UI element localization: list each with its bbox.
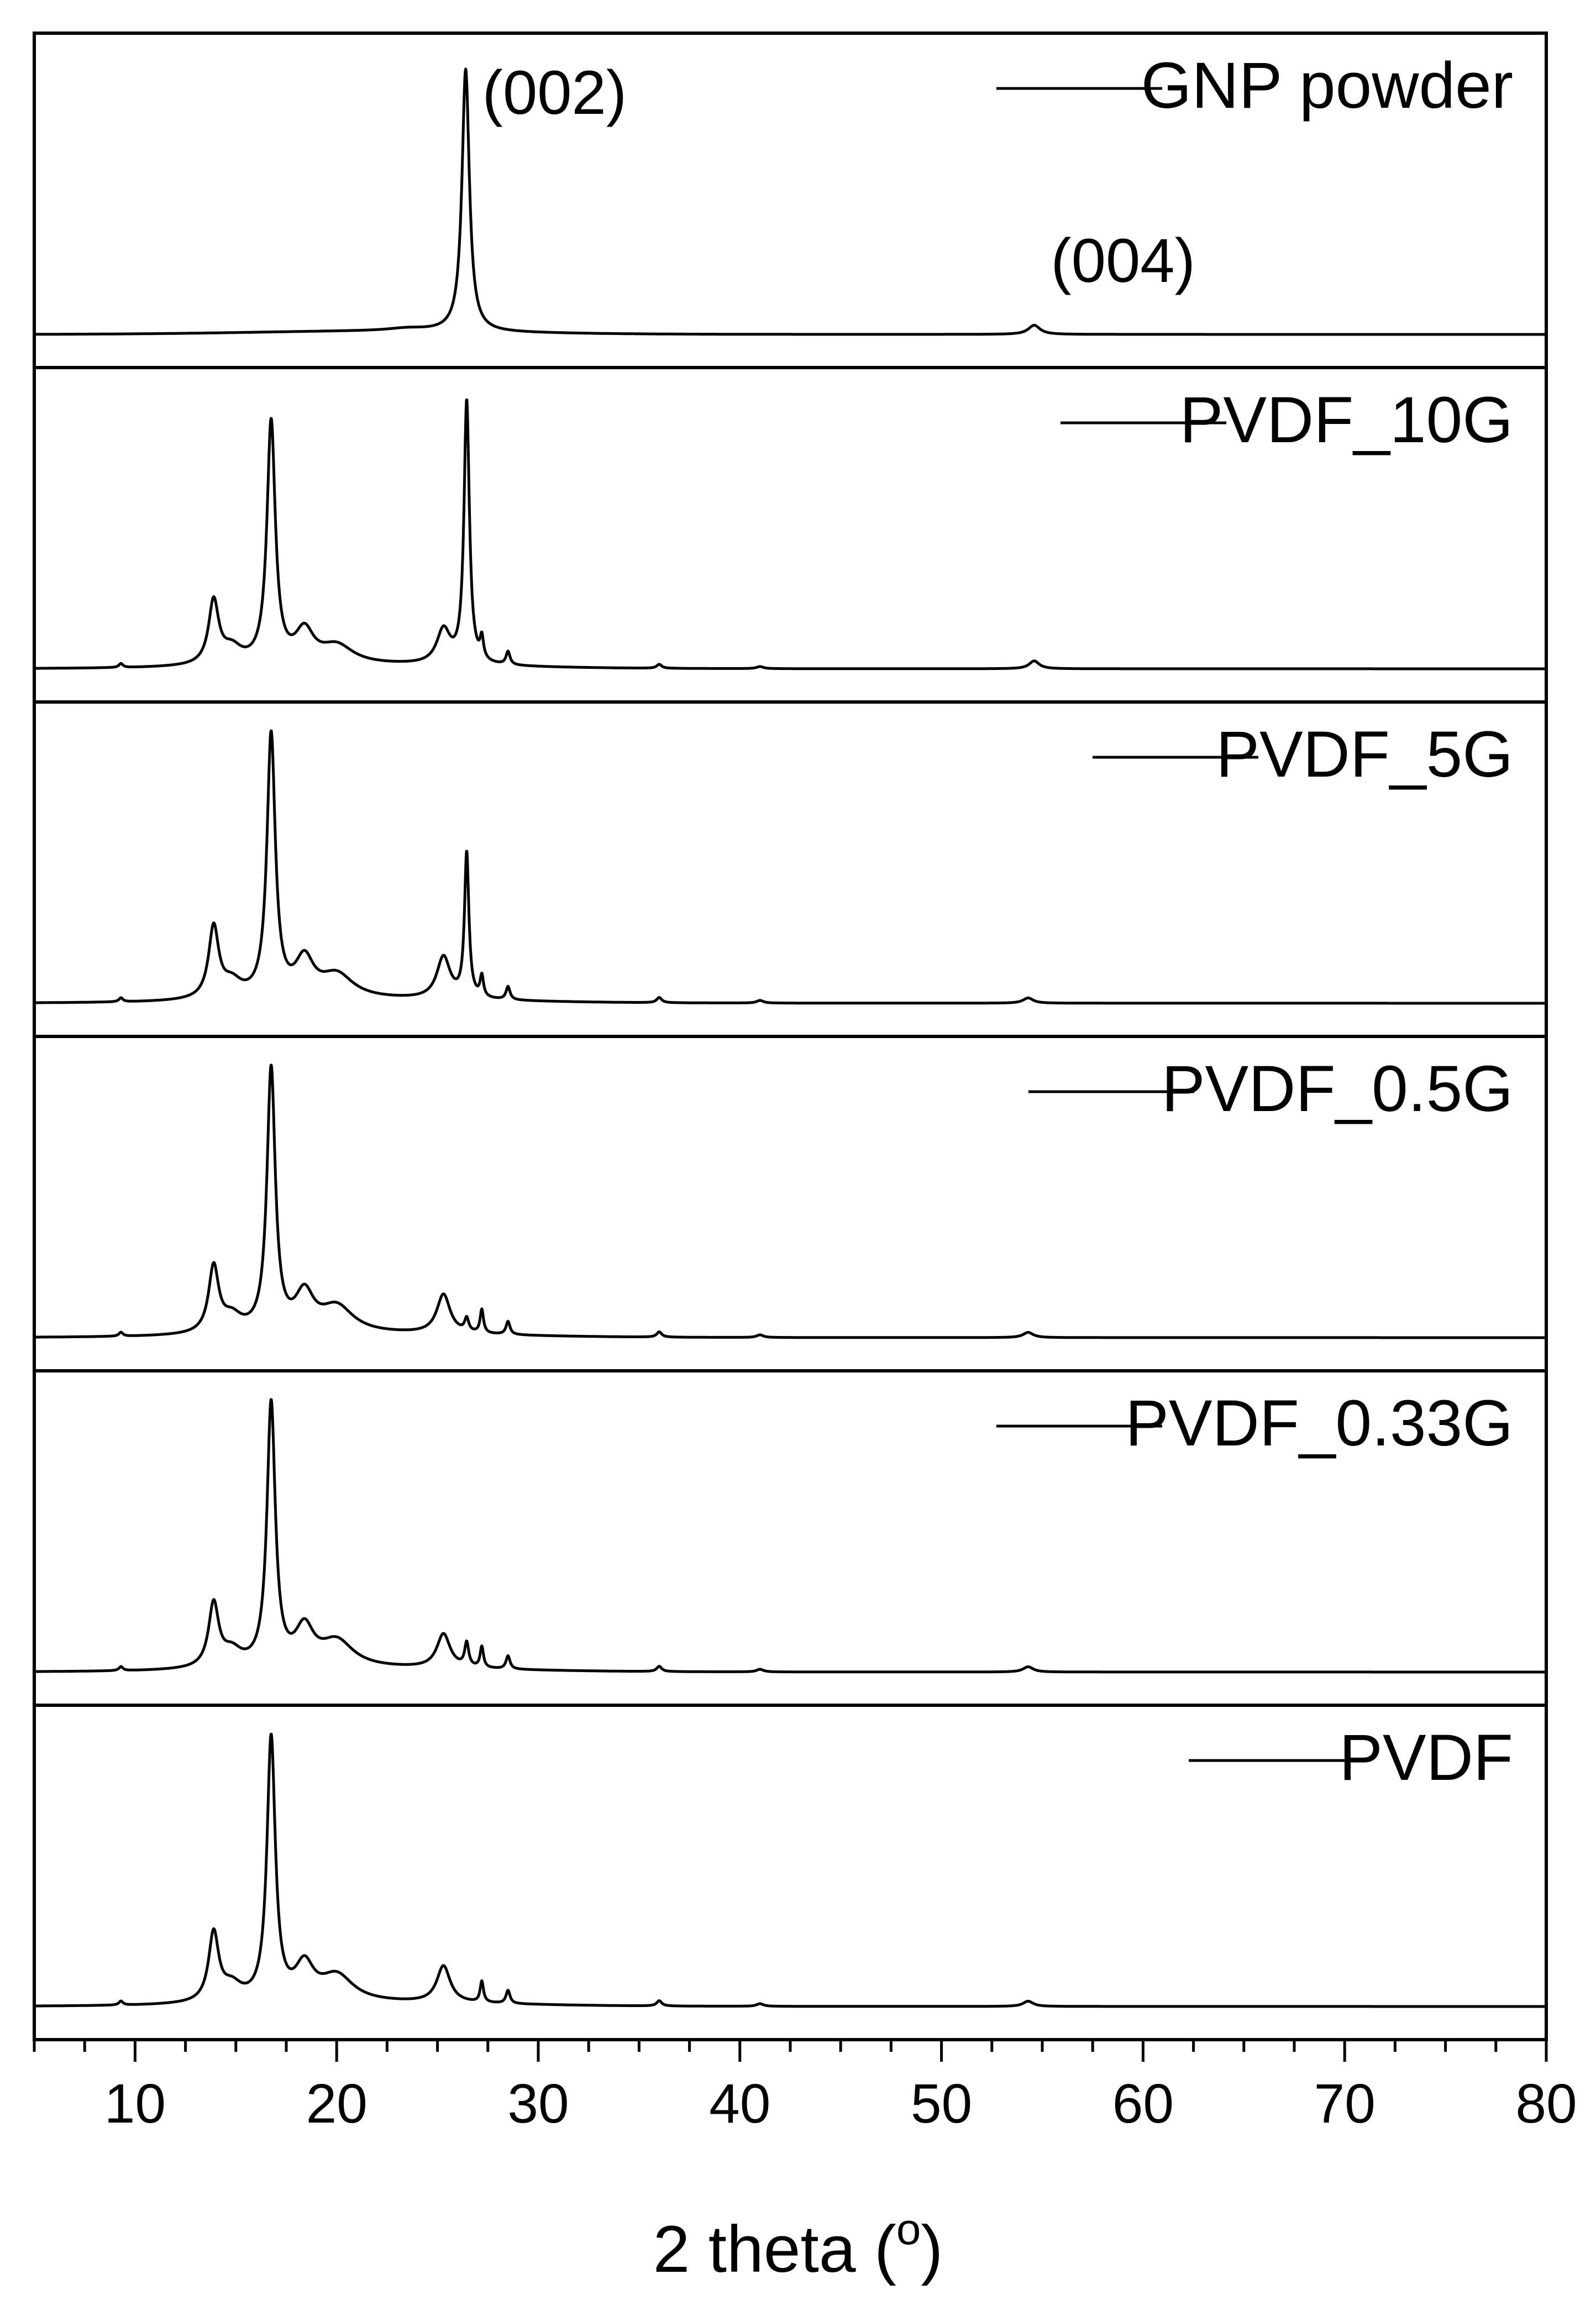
series-line-gnp-powder xyxy=(33,67,1548,336)
panel-pvdf-5g: PVDF_5G xyxy=(33,718,1548,1005)
annotation-002: (002) xyxy=(482,58,627,127)
series-line-pvdf-0-5g xyxy=(33,1063,1548,1339)
series-line-pvdf xyxy=(33,1732,1548,2008)
panel-pvdf-0-5g: PVDF_0.5G xyxy=(33,1052,1548,1339)
x-axis-label-main: 2 theta ( xyxy=(653,2212,896,2286)
legend-label-pvdf-5g: PVDF_5G xyxy=(1216,718,1513,791)
legend-label-pvdf: PVDF xyxy=(1339,1721,1513,1794)
x-tick-label: 60 xyxy=(1112,2073,1174,2135)
panel-pvdf-0-33g: PVDF_0.33G xyxy=(33,1387,1548,1674)
x-tick-label: 10 xyxy=(104,2073,166,2135)
x-axis-label: 2 theta (o) xyxy=(653,2204,943,2286)
legend-label-pvdf-10g: PVDF_10G xyxy=(1180,384,1513,457)
chart-frame xyxy=(33,32,1548,2041)
x-axis-label-close: ) xyxy=(921,2212,943,2286)
chart-panels: GNP powder (002) (004) PVDF_10G PVDF_5G PVDF_… xyxy=(33,49,1548,2008)
series-line-pvdf-10g xyxy=(33,398,1548,670)
x-tick-label: 70 xyxy=(1314,2073,1376,2135)
series-line-pvdf-0-33g xyxy=(33,1398,1548,1674)
x-tick-label: 20 xyxy=(306,2073,368,2135)
x-tick-label: 80 xyxy=(1515,2073,1577,2135)
panel-pvdf: PVDF xyxy=(33,1721,1548,2008)
legend-label-pvdf-0-5g: PVDF_0.5G xyxy=(1162,1052,1513,1125)
x-axis-label-superscript: o xyxy=(896,2204,921,2254)
annotation-004: (004) xyxy=(1051,226,1195,295)
x-tick-label: 50 xyxy=(911,2073,972,2135)
x-tick-label: 40 xyxy=(709,2073,770,2135)
x-axis: 10 20 30 40 50 60 70 80 xyxy=(33,2040,1577,2135)
x-tick-label: 30 xyxy=(507,2073,569,2135)
series-line-pvdf-5g xyxy=(33,729,1548,1005)
legend-label-gnp-powder: GNP powder xyxy=(1141,49,1513,122)
panel-pvdf-10g: PVDF_10G xyxy=(33,384,1548,670)
panel-gnp-powder: GNP powder (002) (004) xyxy=(33,49,1548,336)
legend-label-pvdf-0-33g: PVDF_0.33G xyxy=(1125,1387,1513,1460)
